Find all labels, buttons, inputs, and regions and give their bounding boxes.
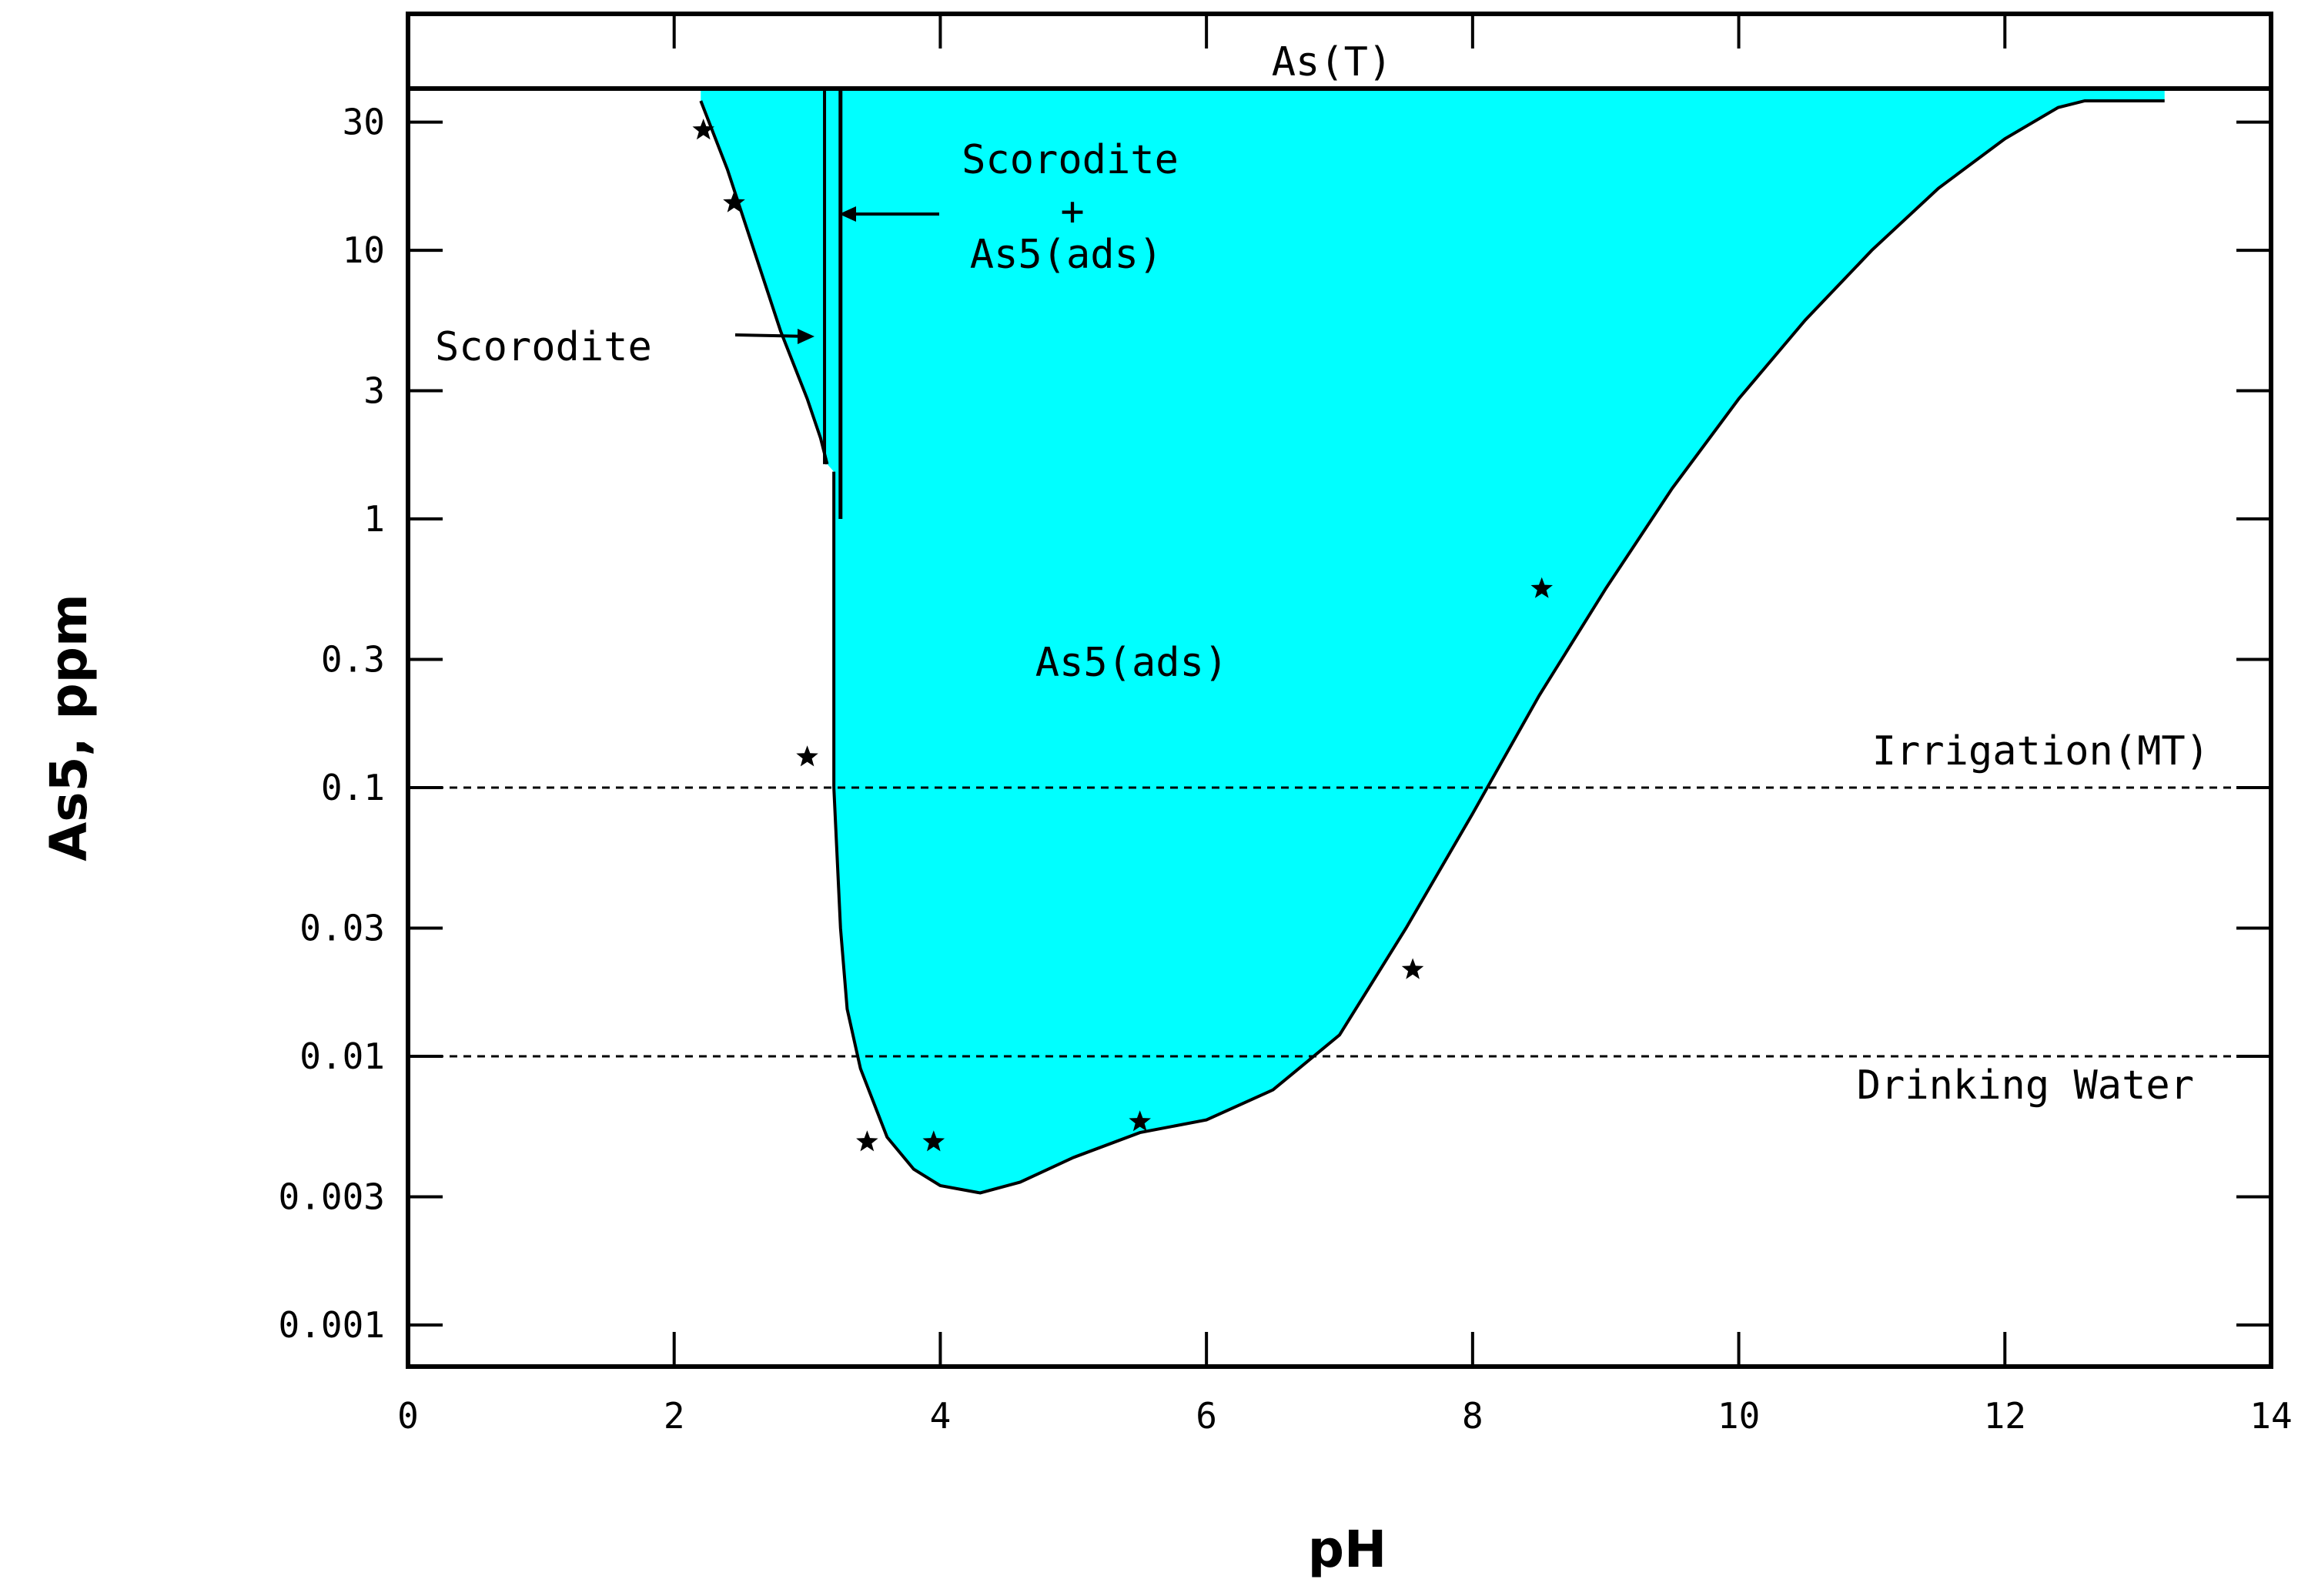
fill-layer [701, 89, 2165, 1193]
x-tick-label: 0 [397, 1395, 419, 1437]
scorodite-arrow-line [734, 333, 809, 338]
x-tick-label: 12 [1984, 1395, 2026, 1437]
top-band-label: As(T) [1272, 39, 1393, 85]
irrigation-label: Irrigation(MT) [1872, 728, 2209, 775]
scorodite-label: Scorodite [435, 324, 652, 370]
y-tick-label: 0.3 [321, 639, 385, 681]
data-point-star [796, 745, 818, 767]
x-tick-label: 6 [1196, 1395, 1217, 1437]
data-point-star [1129, 1110, 1151, 1132]
y-tick-label: 10 [343, 229, 385, 271]
scorodite-mixed-label: Scorodite [962, 137, 1179, 183]
y-axis-title: As5, ppm [39, 594, 99, 862]
data-point-star [692, 119, 714, 140]
y-tick-label: 30 [343, 102, 385, 143]
as5-ads-label: As5(ads) [1035, 640, 1228, 686]
x-tick-label: 10 [1718, 1395, 1760, 1437]
data-point-star [856, 1130, 878, 1152]
scorodite-arrow-head [798, 329, 814, 344]
y-tick-label: 0.1 [321, 767, 385, 808]
data-point-star [1530, 577, 1553, 598]
data-point-star [1401, 958, 1424, 979]
line-layer [408, 89, 2271, 1195]
drinking-water-label: Drinking Water [1857, 1062, 2194, 1109]
scorodite-boundary-line [699, 100, 829, 465]
text-layer: 0.001 0.003 0.01 0.03 0.1 0.3 1 3 10 30 0 2 4 6 8 10 12 1… [39, 39, 2293, 1579]
x-tick-label: 8 [1462, 1395, 1483, 1437]
ads-boundary-line [832, 99, 2165, 1195]
data-point-star [922, 1130, 945, 1152]
x-tick-label: 14 [2249, 1395, 2292, 1437]
x-tick-label: 2 [664, 1395, 685, 1437]
frame-layer [406, 12, 2273, 1369]
mixed-arrow-head [839, 206, 856, 222]
y-tick-label: 1 [363, 498, 385, 540]
plot-frame [406, 12, 2273, 1369]
y-tick-label: 0.003 [279, 1176, 385, 1217]
as5-ads-mixed-label: As5(ads) [970, 232, 1162, 278]
x-axis-title: pH [1308, 1520, 1386, 1579]
stability-region-fill [701, 89, 2165, 1193]
y-tick-label: 0.001 [279, 1304, 385, 1346]
y-tick-label: 0.03 [299, 907, 385, 949]
plus-label: + [1060, 189, 1084, 235]
y-tick-label: 3 [363, 370, 385, 412]
y-tick-label: 0.01 [299, 1036, 385, 1077]
marker-layer [692, 119, 1553, 1152]
x-tick-label: 4 [930, 1395, 952, 1437]
data-point-star [723, 191, 745, 212]
